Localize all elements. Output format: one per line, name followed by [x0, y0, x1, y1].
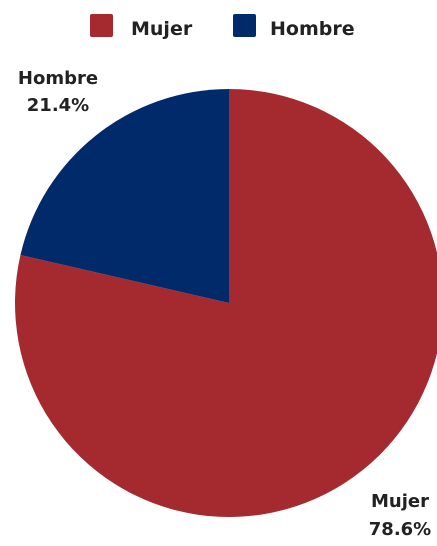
legend: Mujer Hombre [90, 14, 355, 40]
data-label-mujer-category: Mujer [371, 491, 429, 512]
pie-slices [15, 89, 437, 517]
pie-slice-hombre [20, 89, 230, 303]
legend-swatch-hombre [233, 14, 256, 37]
data-labels: Hombre 21.4% Mujer 78.6% [18, 68, 431, 540]
legend-swatch-mujer [90, 14, 113, 37]
pie-slice-mujer [15, 89, 437, 517]
data-label-mujer-value: 78.6% [369, 519, 431, 540]
legend-label-mujer: Mujer [131, 18, 193, 40]
data-label-hombre-value: 21.4% [27, 95, 89, 116]
legend-label-hombre: Hombre [270, 18, 355, 40]
data-label-hombre-category: Hombre [18, 68, 98, 89]
